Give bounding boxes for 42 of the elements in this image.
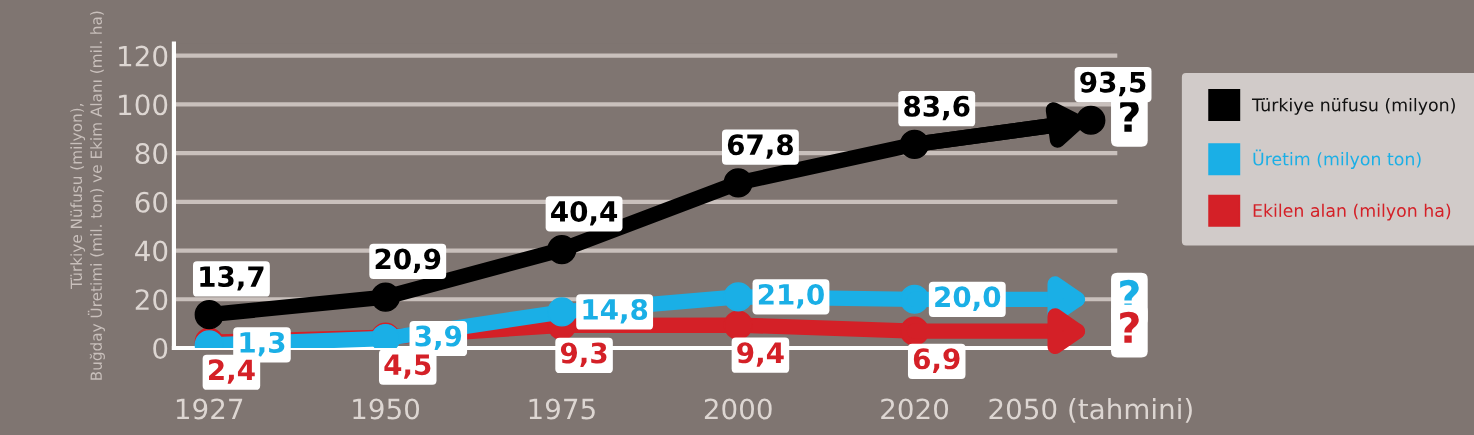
data-label: 83,6	[904, 95, 970, 121]
data-label: 9,3	[560, 342, 607, 368]
point	[547, 297, 577, 327]
data-label: 2,4	[209, 359, 255, 384]
data-label: 9,4	[737, 342, 784, 367]
y-tick-label: 80	[135, 143, 168, 165]
data-label: 13,7	[200, 266, 264, 291]
data-label: 20,9	[375, 248, 441, 274]
point	[723, 310, 753, 340]
point	[723, 168, 753, 198]
y-tick-label: 20	[135, 289, 168, 311]
x-tick-label: 1927	[176, 398, 243, 420]
x-tick-label: 2000	[704, 398, 772, 420]
y-tick-label: 120	[119, 45, 168, 67]
y-axis-title: Türkiye Nüfusu (milyon), Buğday Üretimi (mil. ton) ve Ekim Alanı (mil. ha)	[70, 11, 105, 380]
data-label: 6,9	[913, 348, 960, 373]
data-label: 4,5	[384, 354, 431, 379]
y-tick-label: 40	[135, 240, 168, 262]
point	[194, 300, 224, 330]
point	[547, 235, 577, 265]
legend-label: Türkiye nüfusu (milyon)	[1251, 97, 1455, 115]
y-tick-label: 100	[119, 94, 168, 116]
legend-label: Ekilen alan (milyon ha)	[1253, 203, 1451, 221]
legend-label: Üretim (milyon ton)	[1253, 149, 1421, 169]
y-tick-label: 60	[135, 191, 168, 213]
x-tick-label: 2050 (tahmini)	[989, 398, 1192, 423]
point	[370, 282, 401, 312]
data-label: 21,0	[758, 283, 824, 309]
data-label: 67,8	[727, 134, 793, 159]
data-label: 3,9	[415, 325, 462, 351]
data-label: 93,5	[1080, 71, 1146, 97]
text: ?	[1120, 311, 1139, 343]
data-label: 20,0	[935, 286, 1001, 311]
data-label: 14,8	[583, 299, 648, 324]
x-tick-label: 2020	[881, 398, 949, 420]
data-label: 1,3	[240, 331, 285, 357]
text: ?	[1120, 100, 1139, 132]
x-tick-label: 1950	[353, 398, 420, 420]
x-tick-label: 1975	[529, 398, 595, 420]
point	[723, 282, 753, 312]
data-label: 40,4	[551, 200, 618, 226]
y-tick-label: 0	[153, 337, 168, 359]
